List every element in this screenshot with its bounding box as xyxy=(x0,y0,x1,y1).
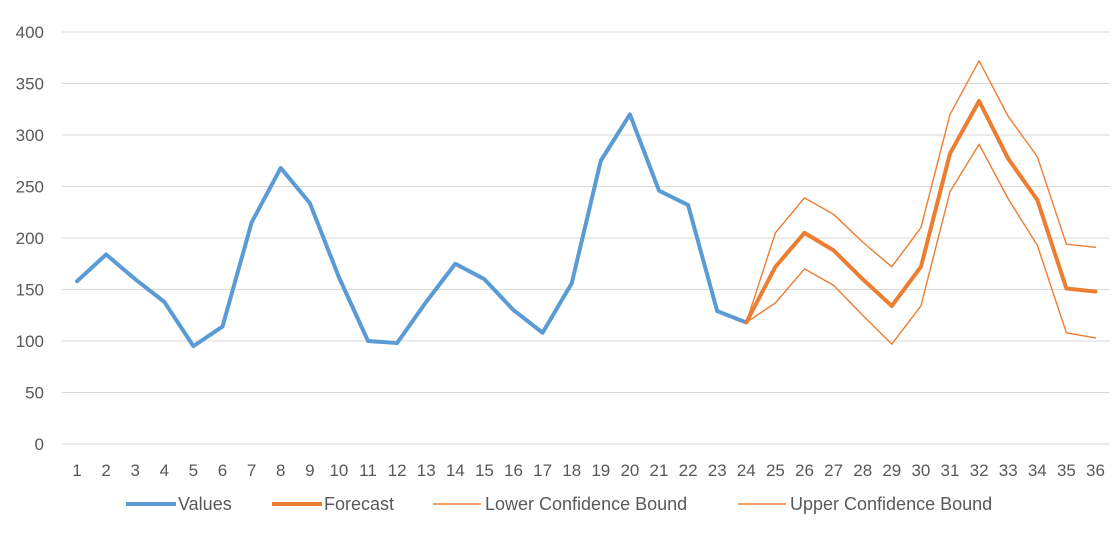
legend-label: Forecast xyxy=(324,494,394,514)
x-tick-label: 23 xyxy=(708,461,727,480)
grid-lines xyxy=(62,31,1110,445)
x-tick-label: 25 xyxy=(766,461,785,480)
series-line-upper-confidence-bound xyxy=(745,60,1097,324)
x-tick-label: 20 xyxy=(620,461,639,480)
y-tick-label: 250 xyxy=(16,178,44,197)
plot-area xyxy=(75,60,1098,349)
x-tick-label: 12 xyxy=(388,461,407,480)
x-tick-label: 21 xyxy=(650,461,669,480)
x-tick-label: 33 xyxy=(999,461,1018,480)
x-tick-label: 6 xyxy=(218,461,227,480)
x-tick-label: 28 xyxy=(853,461,872,480)
x-tick-label: 14 xyxy=(446,461,465,480)
series-lower-confidence-bound xyxy=(745,143,1097,345)
y-tick-label: 100 xyxy=(16,332,44,351)
x-tick-label: 9 xyxy=(305,461,314,480)
x-tick-label: 31 xyxy=(941,461,960,480)
x-axis: 1 2 3 4 5 6 7 8 9 10 11 12 13 14 15 16 17 18 19 20 21 22 23 24 2… xyxy=(72,461,1105,480)
x-tick-label: 13 xyxy=(417,461,436,480)
x-tick-label: 2 xyxy=(101,461,110,480)
y-axis: 0 50 100 150 200 250 300 350 400 xyxy=(16,23,44,454)
x-tick-label: 4 xyxy=(160,461,169,480)
legend-item-values: Values xyxy=(126,494,232,514)
y-tick-label: 350 xyxy=(16,75,44,94)
x-tick-label: 16 xyxy=(504,461,523,480)
x-tick-label: 36 xyxy=(1086,461,1105,480)
x-tick-label: 10 xyxy=(329,461,348,480)
series-upper-confidence-bound xyxy=(745,60,1097,324)
x-tick-label: 17 xyxy=(533,461,552,480)
legend-label: Lower Confidence Bound xyxy=(485,494,687,514)
y-tick-label: 150 xyxy=(16,281,44,300)
legend: Values Forecast Lower Confidence Bound Uppe… xyxy=(126,494,992,514)
y-tick-label: 400 xyxy=(16,23,44,42)
x-tick-label: 3 xyxy=(130,461,139,480)
legend-item-forecast: Forecast xyxy=(272,494,394,514)
x-tick-label: 8 xyxy=(276,461,285,480)
legend-item-lower-confidence-bound: Lower Confidence Bound xyxy=(433,494,687,514)
x-tick-label: 22 xyxy=(679,461,698,480)
x-tick-label: 26 xyxy=(795,461,814,480)
x-tick-label: 29 xyxy=(882,461,901,480)
x-tick-label: 5 xyxy=(189,461,198,480)
legend-label: Values xyxy=(178,494,232,514)
x-tick-label: 19 xyxy=(591,461,610,480)
y-tick-label: 300 xyxy=(16,126,44,145)
x-tick-label: 30 xyxy=(911,461,930,480)
x-tick-label: 27 xyxy=(824,461,843,480)
legend-label: Upper Confidence Bound xyxy=(790,494,992,514)
x-tick-label: 7 xyxy=(247,461,256,480)
y-tick-label: 200 xyxy=(16,229,44,248)
series-line-values xyxy=(75,112,749,349)
x-tick-label: 35 xyxy=(1057,461,1076,480)
x-tick-label: 18 xyxy=(562,461,581,480)
x-tick-label: 1 xyxy=(72,461,81,480)
y-tick-label: 0 xyxy=(35,435,44,454)
series-values xyxy=(75,112,749,349)
x-tick-label: 24 xyxy=(737,461,756,480)
x-tick-label: 34 xyxy=(1028,461,1047,480)
legend-item-upper-confidence-bound: Upper Confidence Bound xyxy=(738,494,992,514)
x-tick-label: 32 xyxy=(970,461,989,480)
y-tick-label: 50 xyxy=(25,384,44,403)
x-tick-label: 15 xyxy=(475,461,494,480)
x-tick-label: 11 xyxy=(359,461,377,480)
